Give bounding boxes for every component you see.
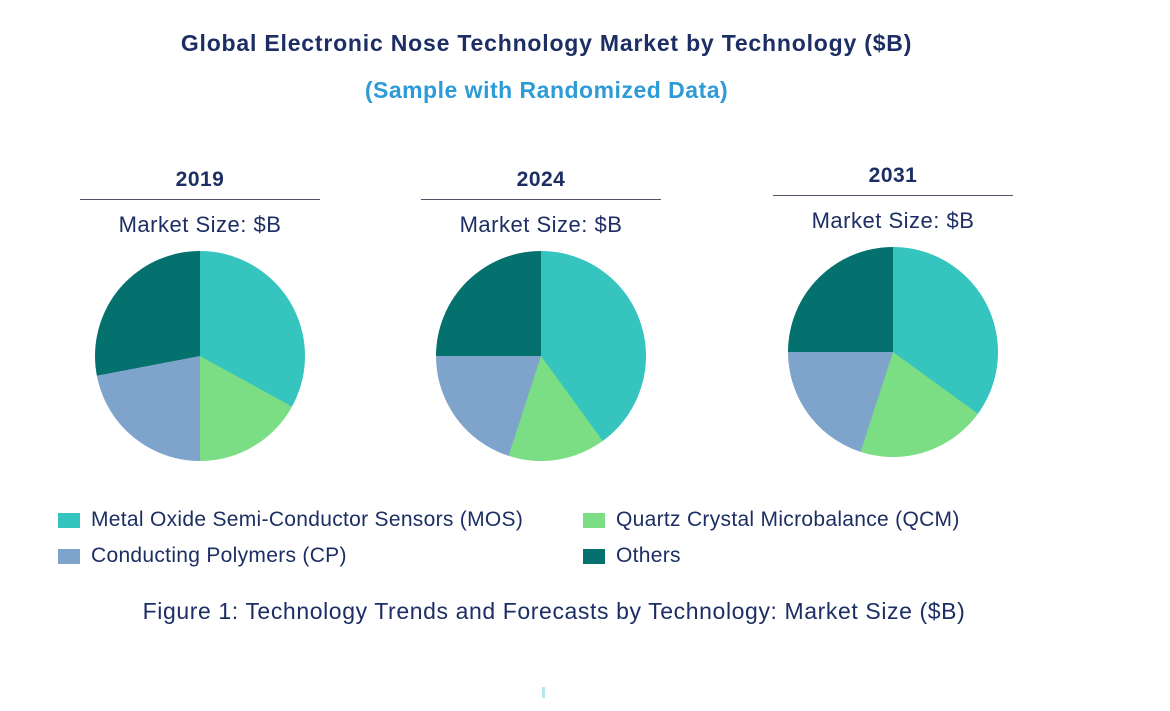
legend-item-cp: Conducting Polymers (CP): [58, 544, 583, 568]
pie-column-2019: 2019 Market Size: $B: [80, 168, 320, 461]
legend-label-cp: Conducting Polymers (CP): [91, 544, 347, 567]
market-size-label-2019: Market Size: $B: [118, 212, 282, 237]
legend-item-mos: Metal Oxide Semi-Conductor Sensors (MOS): [58, 508, 583, 532]
figure-title: Global Electronic Nose Technology Market…: [180, 30, 913, 56]
legend: Metal Oxide Semi-Conductor Sensors (MOS)…: [58, 508, 960, 568]
pie-column-2031: 2031 Market Size: $B: [773, 164, 1013, 457]
pie-chart-2024: [436, 251, 646, 461]
figure-header: Global Electronic Nose Technology Market…: [0, 30, 1093, 104]
pie-chart-2031: [788, 247, 998, 457]
market-size-label-2024: Market Size: $B: [459, 212, 623, 237]
legend-label-qcm: Quartz Crystal Microbalance (QCM): [616, 508, 960, 531]
pie-column-2024: 2024 Market Size: $B: [421, 168, 661, 461]
year-label-2031: 2031: [773, 164, 1013, 196]
legend-item-others: Others: [583, 544, 960, 568]
legend-label-mos: Metal Oxide Semi-Conductor Sensors (MOS): [91, 508, 524, 531]
legend-swatch-qcm-icon: [583, 512, 605, 528]
figure-subtitle: (Sample with Randomized Data): [364, 77, 729, 103]
legend-swatch-cp-icon: [58, 548, 80, 564]
pie-chart-2019: [95, 251, 305, 461]
legend-swatch-others-icon: [583, 548, 605, 564]
legend-swatch-mos-icon: [58, 512, 80, 528]
year-label-2024: 2024: [421, 168, 661, 200]
cursor-artifact: [542, 687, 545, 698]
year-label-2019: 2019: [80, 168, 320, 200]
market-size-label-2031: Market Size: $B: [811, 208, 975, 233]
figure-caption: Figure 1: Technology Trends and Forecast…: [142, 598, 966, 624]
legend-label-others: Others: [616, 544, 681, 567]
legend-item-qcm: Quartz Crystal Microbalance (QCM): [583, 508, 960, 532]
